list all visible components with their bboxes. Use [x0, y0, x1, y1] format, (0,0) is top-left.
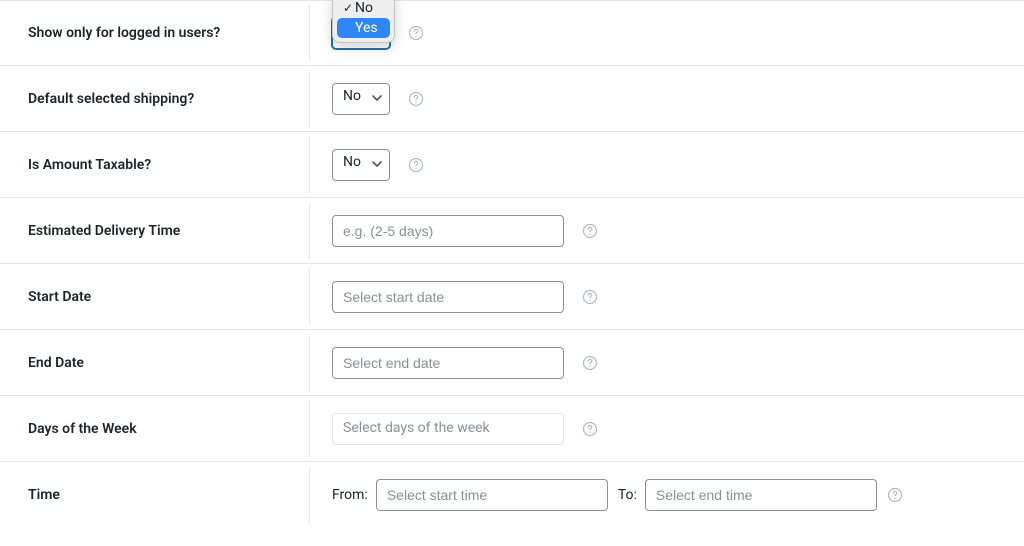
- label-default-shipping: Default selected shipping?: [0, 71, 310, 127]
- settings-table: Show only for logged in users? No ✓ No ✓: [0, 0, 1024, 528]
- time-from-group: From:: [332, 479, 608, 511]
- label-start-date: Start Date: [0, 269, 310, 325]
- cell-end-date: [310, 331, 1024, 395]
- check-icon: ✓: [341, 1, 355, 15]
- label-time: Time: [0, 467, 310, 523]
- select-wrap-taxable: No: [332, 149, 390, 181]
- row-estimated-delivery: Estimated Delivery Time: [0, 198, 1024, 264]
- help-icon[interactable]: [582, 355, 598, 371]
- help-icon[interactable]: [408, 91, 424, 107]
- row-taxable: Is Amount Taxable? No: [0, 132, 1024, 198]
- time-to-group: To:: [618, 479, 877, 511]
- help-icon[interactable]: [582, 223, 598, 239]
- dropdown-option-no[interactable]: ✓ No: [337, 0, 390, 18]
- dropdown-option-label: No: [355, 0, 373, 16]
- label-from: From:: [332, 487, 368, 503]
- select-default-shipping[interactable]: No: [332, 83, 390, 115]
- cell-default-shipping: No: [310, 67, 1024, 131]
- help-icon[interactable]: [887, 487, 903, 503]
- input-end-date[interactable]: [332, 347, 564, 379]
- cell-logged-in-users: No ✓ No ✓ Yes: [310, 1, 1024, 65]
- input-estimated-delivery[interactable]: [332, 215, 564, 247]
- row-start-date: Start Date: [0, 264, 1024, 330]
- cell-taxable: No: [310, 133, 1024, 197]
- select-wrap-default-shipping: No: [332, 83, 390, 115]
- cell-time: From: To:: [310, 463, 1024, 527]
- label-logged-in-users: Show only for logged in users?: [0, 5, 310, 61]
- input-time-to[interactable]: [645, 479, 877, 511]
- cell-days-of-week: Select days of the week: [310, 397, 1024, 461]
- cell-start-date: [310, 265, 1024, 329]
- dropdown-logged-in-users: ✓ No ✓ Yes: [332, 0, 395, 43]
- label-taxable: Is Amount Taxable?: [0, 137, 310, 193]
- cell-estimated-delivery: [310, 199, 1024, 263]
- help-icon[interactable]: [408, 157, 424, 173]
- dropdown-option-yes[interactable]: ✓ Yes: [337, 18, 390, 38]
- input-days-of-week[interactable]: Select days of the week: [332, 413, 564, 445]
- row-logged-in-users: Show only for logged in users? No ✓ No ✓: [0, 0, 1024, 66]
- row-days-of-week: Days of the Week Select days of the week: [0, 396, 1024, 462]
- input-start-date[interactable]: [332, 281, 564, 313]
- label-end-date: End Date: [0, 335, 310, 391]
- dropdown-option-label: Yes: [355, 20, 378, 36]
- input-time-from[interactable]: [376, 479, 608, 511]
- row-time: Time From: To:: [0, 462, 1024, 528]
- help-icon[interactable]: [582, 421, 598, 437]
- label-days-of-week: Days of the Week: [0, 401, 310, 457]
- label-estimated-delivery: Estimated Delivery Time: [0, 203, 310, 259]
- row-default-shipping: Default selected shipping? No: [0, 66, 1024, 132]
- select-taxable[interactable]: No: [332, 149, 390, 181]
- help-icon[interactable]: [408, 25, 424, 41]
- label-to: To:: [618, 487, 637, 503]
- help-icon[interactable]: [582, 289, 598, 305]
- row-end-date: End Date: [0, 330, 1024, 396]
